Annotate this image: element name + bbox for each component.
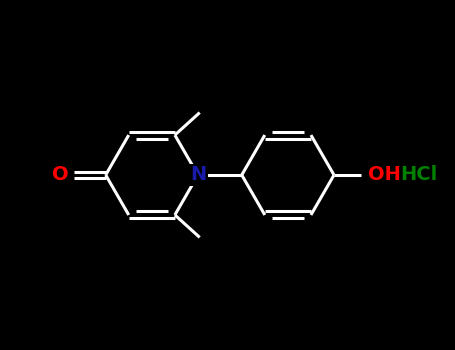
Text: O: O: [52, 166, 69, 184]
Text: OH: OH: [368, 166, 401, 184]
Text: HCl: HCl: [400, 166, 438, 184]
Text: N: N: [190, 166, 206, 184]
